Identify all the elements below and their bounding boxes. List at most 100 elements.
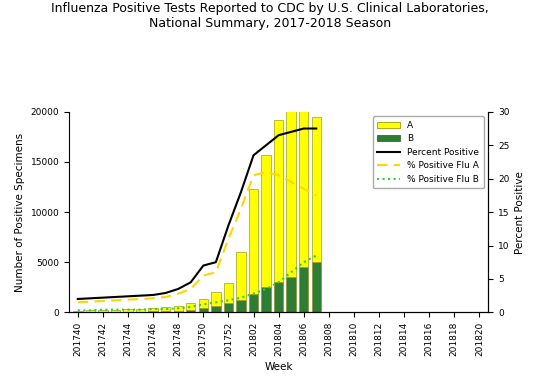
Percent Positive bbox=[125, 294, 131, 299]
Percent Positive bbox=[87, 296, 93, 301]
% Positive Flu A bbox=[137, 297, 144, 301]
Bar bbox=[312, 262, 321, 312]
Bar bbox=[186, 303, 195, 310]
Percent Positive bbox=[250, 153, 256, 158]
Bar bbox=[274, 282, 284, 312]
% Positive Flu B bbox=[288, 270, 294, 274]
% Positive Flu A bbox=[225, 236, 232, 241]
% Positive Flu B bbox=[275, 280, 282, 284]
Bar bbox=[237, 252, 246, 300]
Line: % Positive Flu B: % Positive Flu B bbox=[78, 255, 316, 310]
% Positive Flu A bbox=[238, 206, 244, 211]
Percent Positive bbox=[200, 263, 207, 268]
% Positive Flu B bbox=[150, 307, 157, 311]
Bar bbox=[186, 310, 195, 312]
% Positive Flu B bbox=[187, 305, 194, 309]
Bar bbox=[148, 308, 158, 312]
% Positive Flu A bbox=[263, 170, 269, 174]
Percent Positive bbox=[187, 280, 194, 284]
Bar bbox=[136, 309, 145, 312]
Bar bbox=[86, 310, 95, 312]
Bar bbox=[224, 303, 233, 312]
Percent Positive bbox=[313, 126, 320, 131]
Bar bbox=[261, 155, 271, 287]
% Positive Flu A bbox=[250, 173, 256, 178]
% Positive Flu A bbox=[300, 187, 307, 191]
Percent Positive bbox=[137, 293, 144, 298]
Percent Positive bbox=[275, 133, 282, 137]
Bar bbox=[224, 283, 233, 303]
Bar bbox=[173, 310, 183, 312]
Bar bbox=[299, 107, 308, 267]
Bar bbox=[199, 308, 208, 312]
Percent Positive bbox=[75, 297, 81, 301]
% Positive Flu A bbox=[187, 287, 194, 291]
% Positive Flu A bbox=[213, 270, 219, 274]
Bar bbox=[161, 307, 171, 311]
% Positive Flu A bbox=[125, 297, 131, 302]
% Positive Flu A bbox=[75, 300, 81, 305]
Text: Influenza Positive Tests Reported to CDC by U.S. Clinical Laboratories,
National: Influenza Positive Tests Reported to CDC… bbox=[51, 2, 489, 30]
% Positive Flu B bbox=[200, 302, 207, 307]
% Positive Flu B bbox=[163, 307, 169, 311]
% Positive Flu B bbox=[100, 307, 106, 312]
Bar bbox=[98, 310, 107, 312]
Bar bbox=[249, 189, 258, 294]
Percent Positive bbox=[238, 190, 244, 194]
% Positive Flu A bbox=[275, 173, 282, 178]
% Positive Flu B bbox=[250, 291, 256, 296]
Percent Positive bbox=[225, 223, 232, 228]
Bar bbox=[286, 111, 296, 277]
% Positive Flu B bbox=[225, 298, 232, 303]
Line: Percent Positive: Percent Positive bbox=[78, 128, 316, 299]
% Positive Flu A bbox=[200, 273, 207, 278]
% Positive Flu B bbox=[137, 307, 144, 312]
Percent Positive bbox=[263, 143, 269, 147]
% Positive Flu A bbox=[112, 298, 119, 303]
Bar bbox=[73, 310, 83, 312]
Bar bbox=[249, 294, 258, 312]
% Positive Flu B bbox=[238, 295, 244, 300]
Percent Positive bbox=[175, 287, 181, 291]
X-axis label: Week: Week bbox=[265, 362, 293, 372]
% Positive Flu B bbox=[263, 287, 269, 291]
% Positive Flu B bbox=[175, 306, 181, 311]
Percent Positive bbox=[163, 291, 169, 295]
Bar bbox=[274, 120, 284, 282]
% Positive Flu A bbox=[150, 296, 157, 301]
Y-axis label: Percent Positive: Percent Positive bbox=[515, 171, 525, 253]
Bar bbox=[211, 307, 220, 312]
Percent Positive bbox=[100, 295, 106, 300]
% Positive Flu B bbox=[112, 307, 119, 312]
Bar bbox=[299, 267, 308, 312]
% Positive Flu A bbox=[288, 180, 294, 184]
Legend: A, B, Percent Positive, % Positive Flu A, % Positive Flu B: A, B, Percent Positive, % Positive Flu A… bbox=[373, 116, 484, 188]
Percent Positive bbox=[150, 293, 157, 297]
Percent Positive bbox=[300, 126, 307, 131]
Bar bbox=[261, 287, 271, 312]
Bar bbox=[286, 277, 296, 312]
Bar bbox=[211, 292, 220, 307]
Percent Positive bbox=[112, 295, 119, 299]
% Positive Flu B bbox=[125, 307, 131, 312]
% Positive Flu B bbox=[300, 260, 307, 265]
% Positive Flu B bbox=[313, 253, 320, 258]
% Positive Flu A bbox=[175, 291, 181, 296]
Bar bbox=[237, 300, 246, 312]
Y-axis label: Number of Positive Specimens: Number of Positive Specimens bbox=[15, 132, 25, 292]
% Positive Flu A bbox=[87, 299, 93, 304]
Bar bbox=[161, 311, 171, 312]
% Positive Flu A bbox=[100, 299, 106, 303]
Line: % Positive Flu A: % Positive Flu A bbox=[78, 172, 316, 302]
Bar bbox=[312, 117, 321, 262]
Bar bbox=[199, 299, 208, 308]
Bar bbox=[111, 310, 120, 312]
Bar bbox=[123, 309, 133, 312]
% Positive Flu B bbox=[75, 308, 81, 313]
Percent Positive bbox=[213, 260, 219, 265]
% Positive Flu B bbox=[87, 308, 93, 313]
% Positive Flu B bbox=[213, 300, 219, 305]
Percent Positive bbox=[288, 130, 294, 134]
Bar bbox=[173, 305, 183, 310]
% Positive Flu A bbox=[163, 295, 169, 299]
